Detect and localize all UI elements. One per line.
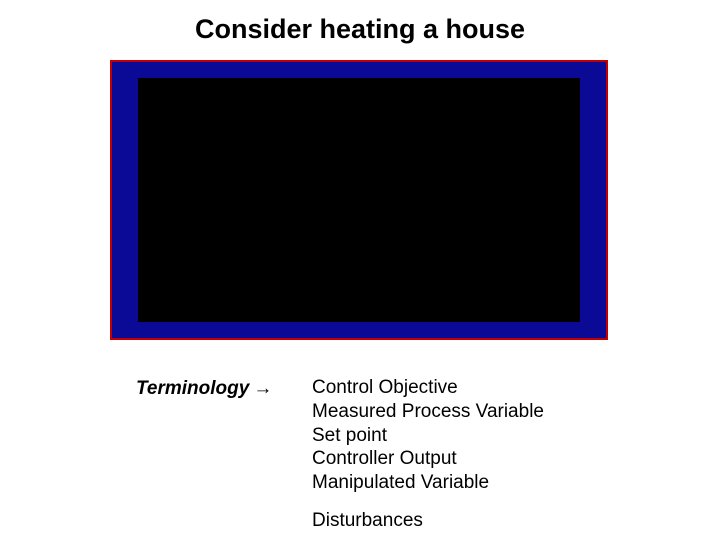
slide-title: Consider heating a house — [0, 14, 720, 45]
list-item: Controller Output — [312, 447, 544, 471]
list-item: Control Objective — [312, 376, 544, 400]
terminology-label: Terminology→ — [136, 378, 272, 400]
terminology-label-text: Terminology — [136, 378, 249, 399]
list-item: Manipulated Variable — [312, 471, 544, 495]
list-item: Measured Process Variable — [312, 400, 544, 424]
list-gap — [312, 495, 544, 509]
list-item: Disturbances — [312, 509, 544, 533]
terminology-list: Control Objective Measured Process Varia… — [312, 376, 544, 533]
figure-screen — [138, 78, 580, 322]
list-item: Set point — [312, 424, 544, 448]
arrow-right-icon: → — [253, 378, 272, 399]
